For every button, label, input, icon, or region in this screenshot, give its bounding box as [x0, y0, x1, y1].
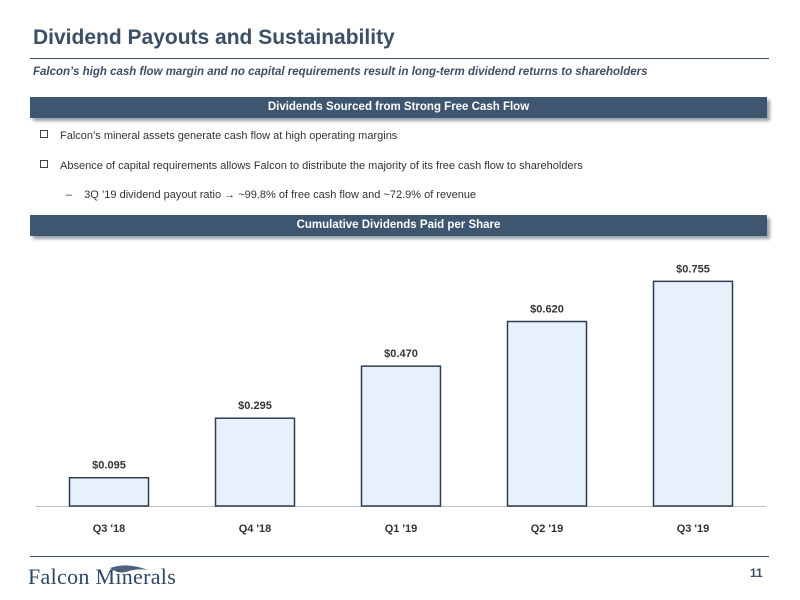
dash-bullet: – [66, 189, 73, 201]
bar-data-label: $0.095 [92, 460, 126, 472]
chart-bar [214, 417, 296, 507]
bullet-item: Falcon’s mineral assets generate cash fl… [40, 130, 397, 142]
page-number: 11 [750, 566, 763, 580]
sub-bullet-item: –3Q ’19 dividend payout ratio → ~99.8% o… [66, 189, 476, 201]
x-tick-label: Q3 '18 [93, 523, 126, 535]
logo-wing-icon [110, 565, 148, 573]
title-divider [30, 58, 769, 59]
chart-bar [360, 365, 442, 507]
page-title: Dividend Payouts and Sustainability [33, 26, 395, 49]
bar-data-label: $0.295 [238, 400, 272, 412]
chart-bar [652, 280, 734, 507]
x-tick-label: Q2 '19 [531, 523, 564, 535]
section-header-cumulative-dividends: Cumulative Dividends Paid per Share [30, 215, 767, 236]
footer-divider [30, 556, 769, 557]
bullet-item: Absence of capital requirements allows F… [40, 160, 583, 172]
x-tick-label: Q3 '19 [677, 523, 710, 535]
x-tick-label: Q4 '18 [239, 523, 272, 535]
section-header-free-cash-flow: Dividends Sourced from Strong Free Cash … [30, 97, 767, 118]
bar-data-label: $0.755 [676, 263, 710, 275]
chart-bar [506, 320, 588, 507]
bullet-text: Absence of capital requirements allows F… [60, 160, 583, 172]
company-logo: Falcon Minerals [28, 564, 177, 589]
chart-bar [68, 476, 150, 507]
page-subtitle: Falcon’s high cash flow margin and no ca… [33, 66, 648, 78]
bar-data-label: $0.620 [530, 304, 564, 316]
square-bullet-icon [40, 130, 48, 138]
square-bullet-icon [40, 160, 48, 168]
x-tick-label: Q1 '19 [385, 523, 418, 535]
bar-data-label: $0.470 [384, 348, 418, 360]
sub-bullet-text: 3Q ’19 dividend payout ratio → ~99.8% of… [84, 189, 477, 201]
bullet-text: Falcon’s mineral assets generate cash fl… [60, 130, 398, 142]
